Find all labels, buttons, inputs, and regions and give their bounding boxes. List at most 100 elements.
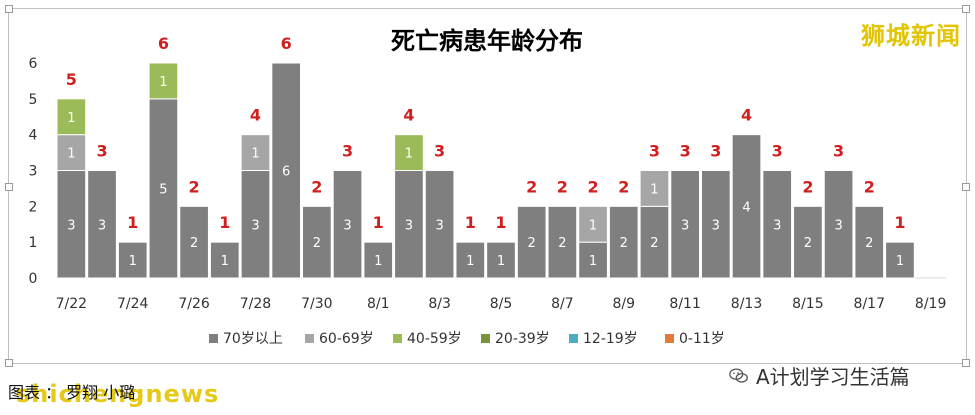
segment-value-label: 1 bbox=[589, 254, 597, 269]
bar-segment bbox=[547, 205, 578, 279]
segment-value-label: 3 bbox=[98, 218, 106, 233]
x-tick-label: 7/26 bbox=[178, 296, 210, 312]
segment-value-label: 4 bbox=[742, 200, 750, 215]
total-value-label: 6 bbox=[158, 34, 169, 53]
total-value-label: 2 bbox=[526, 177, 537, 196]
legend-label: 40-59岁 bbox=[407, 331, 462, 347]
x-tick-label: 8/9 bbox=[612, 296, 635, 312]
segment-value-label: 1 bbox=[374, 254, 382, 269]
bar-segment bbox=[56, 170, 87, 279]
segment-value-label: 1 bbox=[67, 111, 75, 126]
total-value-label: 5 bbox=[66, 70, 77, 89]
resize-handle-bottom-left[interactable] bbox=[5, 359, 13, 367]
x-tick-label: 8/17 bbox=[854, 296, 885, 312]
y-tick-label: 0 bbox=[29, 271, 38, 287]
total-value-label: 1 bbox=[894, 213, 905, 232]
bar-segment bbox=[363, 241, 394, 279]
total-value-label: 6 bbox=[281, 34, 292, 53]
segment-value-label: 3 bbox=[773, 218, 781, 233]
total-value-label: 4 bbox=[403, 106, 414, 125]
bar-segment bbox=[700, 170, 731, 279]
x-tick-label: 8/3 bbox=[428, 296, 451, 312]
bar-segment bbox=[823, 170, 854, 279]
bar-segment bbox=[578, 205, 608, 243]
total-value-label: 1 bbox=[373, 213, 384, 232]
total-value-label: 3 bbox=[96, 142, 107, 161]
x-tick-label: 7/22 bbox=[56, 296, 87, 312]
resize-handle-bottom-right[interactable] bbox=[962, 359, 970, 367]
chart-title: 死亡病患年龄分布 bbox=[391, 27, 583, 55]
bar-segment bbox=[516, 205, 547, 279]
x-tick-label: 8/19 bbox=[915, 296, 946, 312]
segment-value-label: 1 bbox=[221, 254, 229, 269]
bar-segment bbox=[56, 98, 87, 136]
segment-value-label: 1 bbox=[497, 254, 505, 269]
segment-value-label: 3 bbox=[834, 218, 842, 233]
legend-swatch bbox=[209, 334, 218, 343]
x-tick-label: 7/30 bbox=[301, 296, 332, 312]
x-tick-label: 7/24 bbox=[117, 296, 149, 312]
legend-label: 20-39岁 bbox=[495, 331, 550, 347]
total-value-label: 3 bbox=[772, 142, 783, 161]
resize-handle-top-right[interactable] bbox=[962, 5, 970, 13]
bar-segment bbox=[394, 170, 424, 279]
segment-value-label: 2 bbox=[528, 236, 536, 251]
y-tick-label: 1 bbox=[29, 235, 38, 251]
total-value-label: 2 bbox=[802, 177, 813, 196]
bar-segment bbox=[762, 170, 793, 279]
resize-handle-top-left[interactable] bbox=[5, 5, 13, 13]
segment-value-label: 2 bbox=[650, 236, 658, 251]
bar-segment bbox=[179, 205, 209, 279]
total-value-label: 2 bbox=[189, 177, 200, 196]
x-tick-label: 8/11 bbox=[669, 296, 700, 312]
legend-label: 60-69岁 bbox=[319, 331, 374, 347]
wechat-account: A计划学习生活篇 bbox=[728, 361, 910, 390]
total-value-label: 4 bbox=[250, 106, 261, 125]
bar-segment bbox=[209, 241, 240, 279]
bar-segment bbox=[332, 170, 363, 279]
segment-value-label: 1 bbox=[129, 254, 137, 269]
total-value-label: 3 bbox=[649, 142, 660, 161]
x-tick-label: 8/5 bbox=[490, 296, 513, 312]
total-value-label: 3 bbox=[833, 142, 844, 161]
bar-segment bbox=[793, 205, 823, 279]
segment-value-label: 3 bbox=[343, 218, 351, 233]
legend-label: 70岁以上 bbox=[223, 331, 283, 347]
segment-value-label: 3 bbox=[405, 218, 413, 233]
segment-value-label: 2 bbox=[865, 236, 873, 251]
bar-segment bbox=[302, 205, 332, 279]
bar-segment bbox=[731, 134, 762, 279]
resize-handle-right[interactable] bbox=[962, 183, 970, 191]
y-tick-label: 2 bbox=[29, 199, 38, 215]
wechat-account-name: A计划学习生活篇 bbox=[756, 365, 910, 389]
bar-segment bbox=[455, 241, 486, 279]
total-value-label: 1 bbox=[219, 213, 230, 232]
bar-segment bbox=[148, 98, 179, 279]
bar-segment bbox=[240, 170, 271, 279]
bar-segment bbox=[148, 62, 179, 100]
legend-swatch bbox=[393, 334, 402, 343]
segment-value-label: 1 bbox=[159, 75, 167, 90]
segment-value-label: 1 bbox=[251, 147, 259, 162]
total-value-label: 1 bbox=[465, 213, 476, 232]
total-value-label: 1 bbox=[495, 213, 506, 232]
bar-segment bbox=[608, 205, 639, 279]
segment-value-label: 2 bbox=[558, 236, 566, 251]
resize-handle-left[interactable] bbox=[5, 183, 13, 191]
total-value-label: 3 bbox=[710, 142, 721, 161]
segment-value-label: 2 bbox=[190, 236, 198, 251]
total-value-label: 3 bbox=[342, 142, 353, 161]
segment-value-label: 1 bbox=[896, 254, 904, 269]
legend-swatch bbox=[305, 334, 314, 343]
total-value-label: 2 bbox=[618, 177, 629, 196]
total-value-label: 3 bbox=[434, 142, 445, 161]
x-tick-label: 8/7 bbox=[551, 296, 574, 312]
segment-value-label: 2 bbox=[620, 236, 628, 251]
total-value-label: 3 bbox=[680, 142, 691, 161]
legend-label: 12-19岁 bbox=[583, 331, 638, 347]
segment-value-label: 1 bbox=[405, 147, 413, 162]
y-tick-label: 4 bbox=[29, 128, 38, 144]
bar-segment bbox=[240, 134, 271, 171]
bar-segment bbox=[639, 170, 670, 207]
